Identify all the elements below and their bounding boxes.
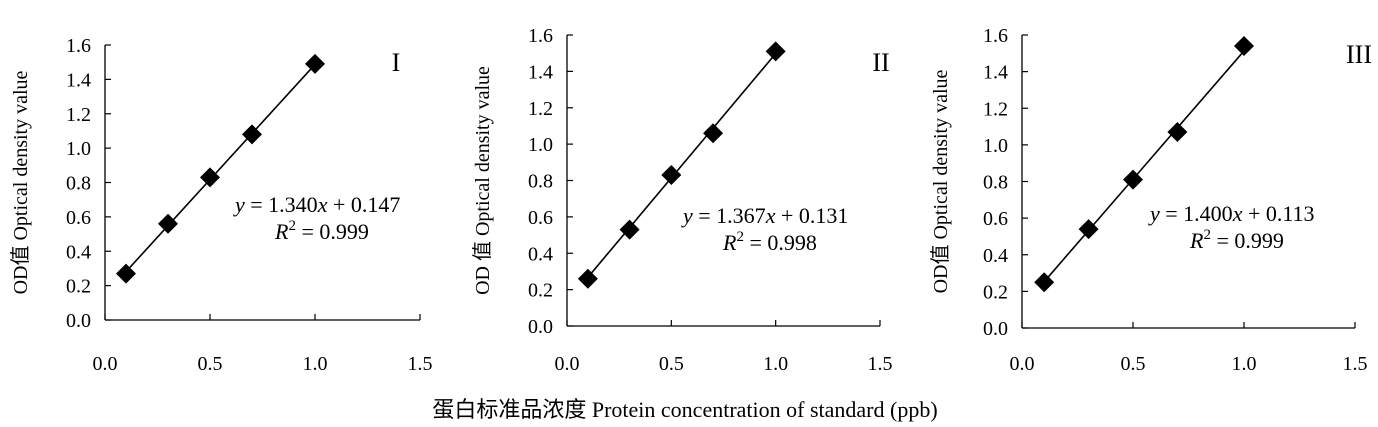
data-point (1034, 272, 1055, 293)
x-tick-label: 1.0 (303, 353, 328, 375)
x-tick-label: 0.5 (1121, 353, 1146, 375)
y-tick-label: 1.6 (528, 25, 553, 47)
r-squared: R2 = 0.999 (274, 218, 369, 244)
y-tick-label: 0.2 (983, 281, 1008, 303)
panel-label: I (392, 48, 401, 77)
data-point (1167, 122, 1188, 143)
regression-equation: y = 1.340x + 0.147 (233, 192, 400, 217)
x-tick-label: 0.0 (555, 353, 580, 375)
y-axis-label: OD值 Optical density value (929, 69, 952, 293)
x-tick-label: 0.5 (659, 353, 684, 375)
y-axis-label: OD 值 Optical density value (471, 66, 494, 295)
x-tick-label: 1.0 (763, 353, 788, 375)
chart-panel-2: 0.0 0.2 0.4 0.6 0.8 1.0 1.2 1.4 1.6 0.0 0.5 1.0 1.5 O… (471, 25, 893, 375)
r-superscript: 2 (1203, 227, 1211, 243)
data-point (1234, 35, 1254, 56)
r-superscript: 2 (288, 218, 296, 234)
y-tick-label: 1.0 (66, 138, 91, 160)
x-tick-label: 1.5 (408, 353, 433, 375)
r-squared-value: = 0.999 (296, 219, 369, 244)
r-squared: R2 = 0.998 (722, 229, 817, 255)
y-tick-label: 0.6 (983, 208, 1008, 230)
r-superscript: 2 (736, 229, 744, 245)
eq-slope: = 1.367 (693, 203, 766, 228)
eq-x: x (317, 192, 328, 217)
data-point (158, 213, 178, 234)
r-squared-value: = 0.999 (1211, 228, 1284, 253)
y-tick-label: 0.4 (528, 243, 553, 265)
data-point (242, 124, 262, 145)
panel-label: III (1346, 40, 1372, 69)
data-point (765, 41, 786, 62)
y-tick-label: 1.0 (528, 134, 553, 156)
data-point (1123, 169, 1143, 190)
eq-x: x (765, 203, 776, 228)
eq-x: x (1232, 201, 1243, 226)
fit-line (125, 63, 316, 273)
x-tick-label: 1.5 (868, 353, 893, 375)
x-tick-label: 1.0 (1232, 353, 1257, 375)
y-tick-label: 0.8 (983, 172, 1008, 194)
r-squared-value: = 0.998 (744, 230, 817, 255)
eq-intercept: + 0.113 (1242, 201, 1314, 226)
y-tick-label: 0.4 (983, 245, 1008, 267)
x-tick-label: 0.5 (198, 353, 223, 375)
y-tick-label: 0.4 (66, 241, 91, 263)
data-point (116, 263, 136, 284)
r-symbol: R (1189, 228, 1204, 253)
y-tick-label: 0.0 (528, 316, 553, 338)
y-tick-label: 1.4 (528, 61, 553, 83)
y-tick-label: 0.2 (66, 276, 91, 298)
y-tick-label: 0.6 (528, 207, 553, 229)
r-squared: R2 = 0.999 (1189, 227, 1284, 253)
y-tick-label: 1.2 (983, 98, 1008, 120)
fit-line (1043, 50, 1245, 283)
data-point (200, 167, 220, 188)
eq-intercept: + 0.147 (327, 192, 400, 217)
y-tick-label: 0.2 (528, 280, 553, 302)
x-tick-label: 0.0 (1010, 353, 1035, 375)
panel-label: II (872, 48, 889, 77)
y-tick-label: 0.0 (66, 310, 91, 332)
y-tick-label: 0.8 (528, 171, 553, 193)
eq-slope: = 1.340 (245, 192, 318, 217)
y-tick-label: 1.2 (66, 104, 91, 126)
data-point (305, 53, 325, 74)
y-tick-label: 1.6 (66, 35, 91, 57)
y-tick-label: 1.2 (528, 98, 553, 120)
x-tick-label: 0.0 (93, 353, 118, 375)
eq-slope: = 1.400 (1160, 201, 1233, 226)
chart-panel-1: 0.0 0.2 0.4 0.6 0.8 1.0 1.2 1.4 1.6 0.0 0.5 1.0 1.5 O… (9, 35, 433, 375)
y-tick-label: 1.4 (66, 69, 91, 91)
data-point (661, 165, 682, 186)
y-tick-label: 0.8 (66, 173, 91, 195)
eq-y: y (233, 192, 245, 217)
data-point (703, 123, 724, 144)
r-symbol: R (274, 219, 289, 244)
shared-x-axis-label: 蛋白标准品浓度 Protein concentration of standar… (432, 397, 937, 422)
eq-y: y (681, 203, 693, 228)
y-tick-label: 1.0 (983, 135, 1008, 157)
data-point (1078, 219, 1099, 240)
data-point (619, 219, 640, 240)
r-symbol: R (722, 230, 737, 255)
y-tick-label: 1.4 (983, 62, 1008, 84)
regression-equation: y = 1.367x + 0.131 (681, 203, 848, 228)
y-tick-label: 0.6 (66, 207, 91, 229)
y-tick-label: 0.0 (983, 318, 1008, 340)
fit-line (587, 53, 777, 278)
chart-panel-3: 0.0 0.2 0.4 0.6 0.8 1.0 1.2 1.4 1.6 0.0 0.5 1.0 1.5 O… (929, 25, 1372, 375)
eq-y: y (1148, 201, 1160, 226)
data-point (577, 268, 598, 289)
regression-equation: y = 1.400x + 0.113 (1148, 201, 1315, 226)
y-axis-label: OD值 Optical density value (9, 70, 32, 294)
x-tick-label: 1.5 (1343, 353, 1368, 375)
panels: 0.0 0.2 0.4 0.6 0.8 1.0 1.2 1.4 1.6 0.0 0.5 1.0 1.5 O… (9, 25, 1372, 375)
eq-intercept: + 0.131 (775, 203, 848, 228)
y-tick-label: 1.6 (983, 25, 1008, 47)
